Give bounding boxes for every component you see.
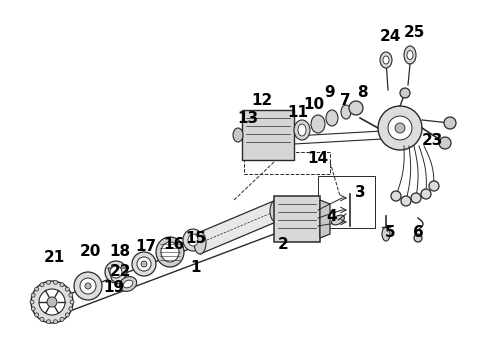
Ellipse shape	[40, 317, 44, 321]
Ellipse shape	[47, 320, 50, 324]
Text: 13: 13	[238, 111, 259, 126]
Text: 3: 3	[355, 185, 366, 199]
Circle shape	[439, 137, 451, 149]
Text: 14: 14	[307, 150, 329, 166]
Ellipse shape	[31, 307, 35, 311]
Text: 21: 21	[44, 251, 65, 266]
Ellipse shape	[69, 307, 73, 311]
Text: 12: 12	[251, 93, 272, 108]
Ellipse shape	[120, 276, 137, 291]
Circle shape	[400, 88, 410, 98]
Ellipse shape	[270, 200, 282, 222]
Ellipse shape	[35, 313, 39, 317]
Polygon shape	[320, 200, 330, 238]
Circle shape	[349, 101, 363, 115]
Ellipse shape	[326, 110, 338, 126]
Ellipse shape	[39, 289, 65, 315]
Text: 8: 8	[357, 85, 368, 99]
Ellipse shape	[132, 252, 156, 276]
Text: 11: 11	[288, 104, 309, 120]
Circle shape	[421, 189, 431, 199]
Text: 15: 15	[185, 230, 207, 246]
Ellipse shape	[332, 215, 344, 225]
Circle shape	[429, 181, 439, 191]
Text: 24: 24	[379, 28, 401, 44]
Ellipse shape	[40, 283, 44, 287]
Ellipse shape	[47, 280, 50, 284]
Ellipse shape	[53, 320, 57, 324]
Text: 23: 23	[421, 132, 442, 148]
Ellipse shape	[65, 287, 69, 291]
Text: 9: 9	[325, 85, 335, 99]
Ellipse shape	[380, 52, 392, 68]
Ellipse shape	[85, 283, 91, 289]
Ellipse shape	[70, 300, 74, 304]
Ellipse shape	[60, 283, 64, 287]
Ellipse shape	[35, 287, 39, 291]
Ellipse shape	[65, 313, 69, 317]
Text: 6: 6	[413, 225, 423, 239]
Text: 18: 18	[109, 244, 130, 260]
Ellipse shape	[194, 232, 206, 254]
Text: 19: 19	[103, 280, 124, 296]
Ellipse shape	[80, 278, 96, 294]
Text: 7: 7	[340, 93, 350, 108]
Ellipse shape	[382, 227, 390, 241]
Text: 20: 20	[79, 244, 100, 260]
Circle shape	[391, 191, 401, 201]
Ellipse shape	[53, 280, 57, 284]
Circle shape	[388, 116, 412, 140]
Circle shape	[395, 123, 405, 133]
Ellipse shape	[183, 229, 203, 251]
Text: 5: 5	[385, 225, 395, 239]
Circle shape	[414, 234, 422, 242]
Circle shape	[411, 193, 421, 203]
Ellipse shape	[31, 281, 73, 323]
Text: 4: 4	[327, 208, 337, 224]
Ellipse shape	[294, 120, 310, 140]
Polygon shape	[200, 200, 276, 254]
Ellipse shape	[47, 297, 57, 307]
Ellipse shape	[161, 242, 179, 262]
Ellipse shape	[137, 257, 151, 271]
Ellipse shape	[141, 261, 147, 267]
Circle shape	[444, 117, 456, 129]
Ellipse shape	[30, 300, 34, 304]
Text: 25: 25	[403, 24, 425, 40]
Text: 17: 17	[135, 239, 157, 253]
Ellipse shape	[188, 234, 198, 246]
Ellipse shape	[123, 280, 133, 288]
Ellipse shape	[110, 266, 122, 278]
Ellipse shape	[341, 105, 351, 119]
Text: 22: 22	[109, 265, 131, 279]
Text: 16: 16	[163, 237, 185, 252]
Bar	[274, 196, 320, 242]
Ellipse shape	[31, 293, 35, 297]
Text: 2: 2	[278, 237, 289, 252]
Ellipse shape	[298, 124, 306, 136]
Circle shape	[401, 196, 411, 206]
Ellipse shape	[383, 56, 389, 64]
Ellipse shape	[407, 50, 413, 59]
Ellipse shape	[69, 293, 73, 297]
Ellipse shape	[74, 272, 102, 300]
Ellipse shape	[60, 317, 64, 321]
Ellipse shape	[105, 261, 127, 283]
Polygon shape	[108, 268, 128, 284]
Ellipse shape	[233, 128, 243, 142]
Text: 10: 10	[303, 96, 324, 112]
Ellipse shape	[311, 115, 325, 133]
Ellipse shape	[404, 46, 416, 64]
Ellipse shape	[156, 237, 184, 267]
Text: 1: 1	[191, 261, 201, 275]
Circle shape	[378, 106, 422, 150]
Bar	[242, 110, 294, 160]
